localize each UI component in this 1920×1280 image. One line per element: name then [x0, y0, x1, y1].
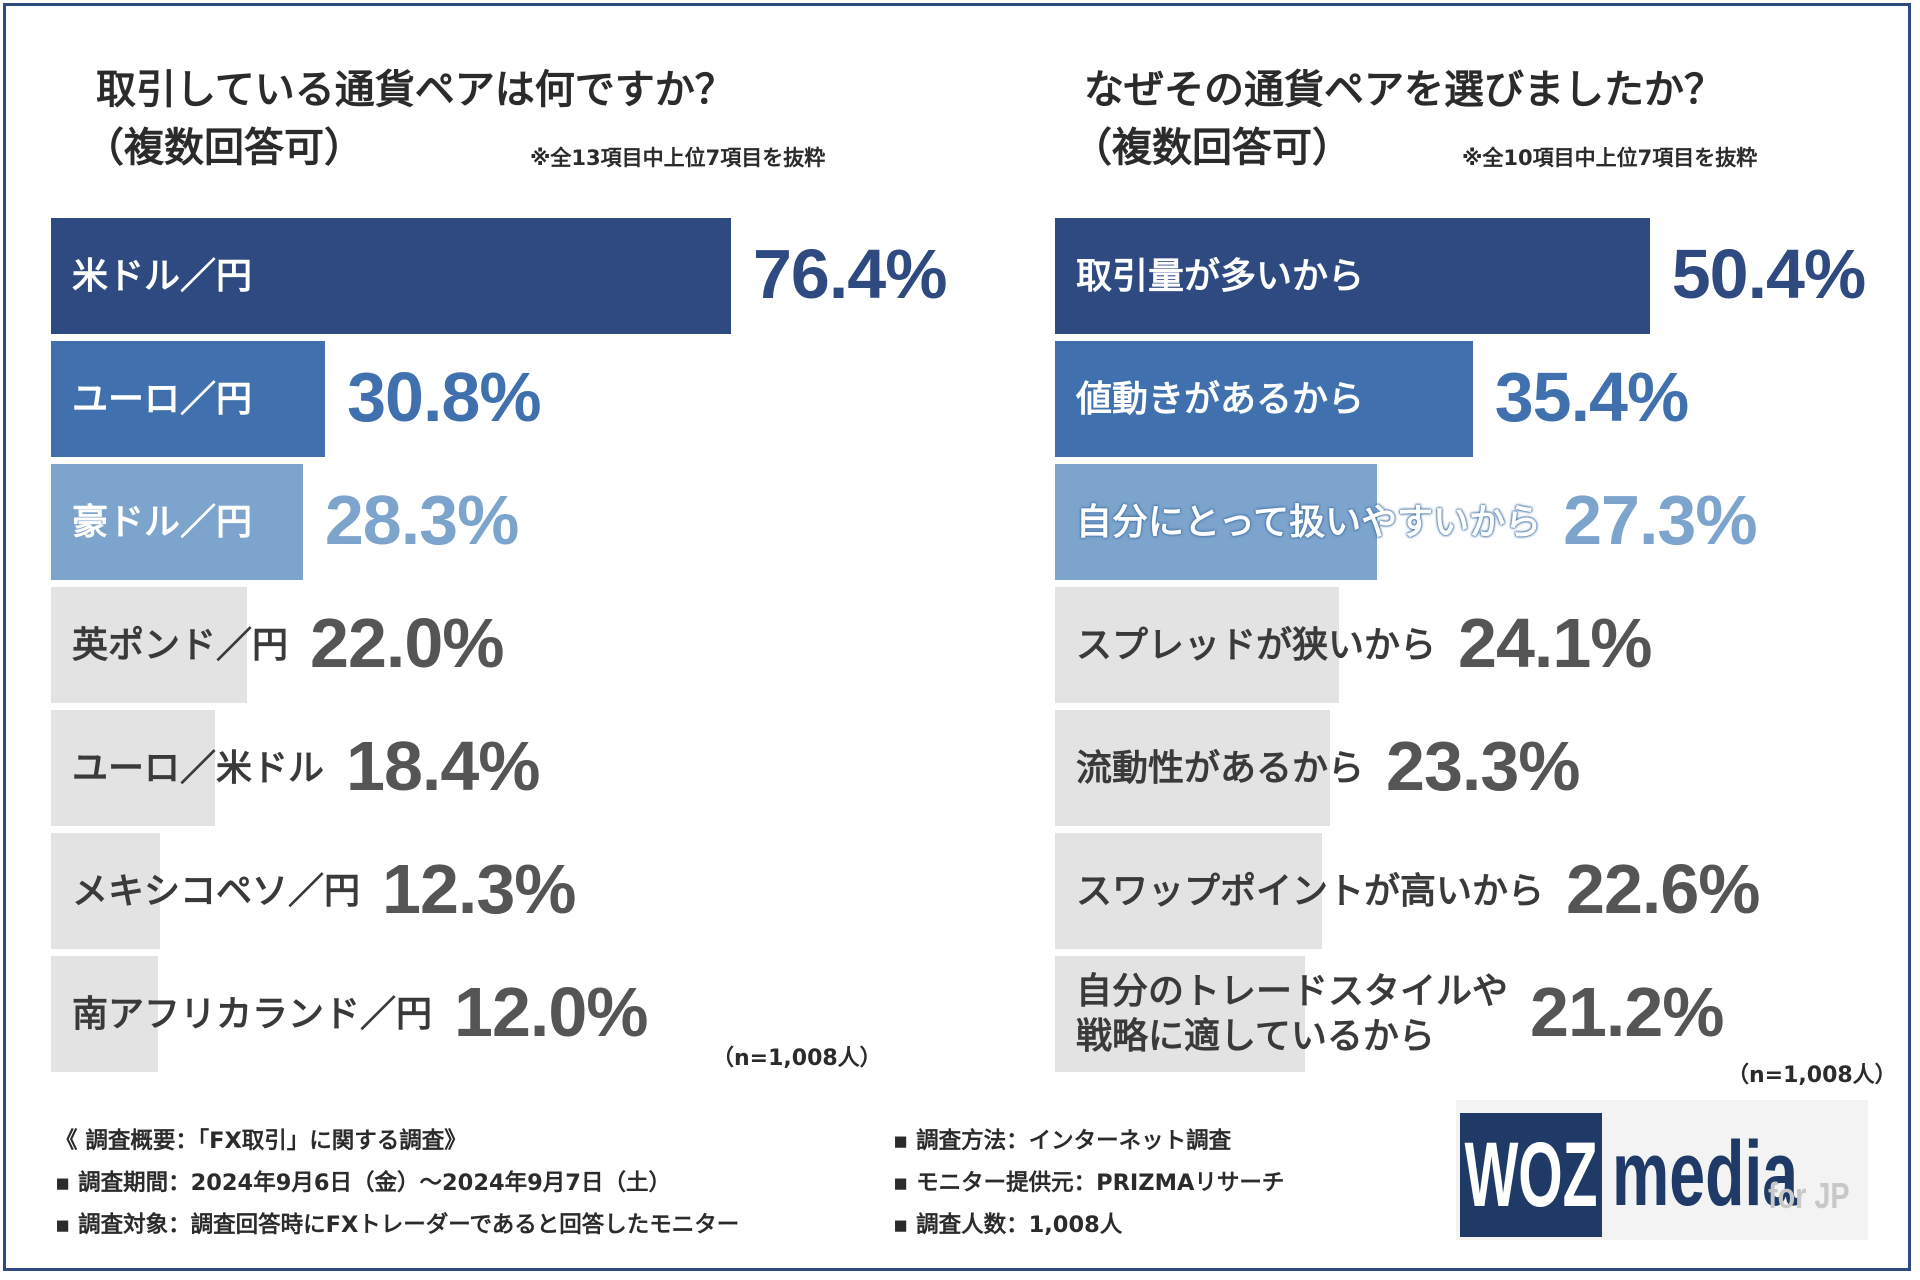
right-bar-label-2: 値動きがあるから	[1076, 377, 1364, 422]
right-chart-subtitle: （複数回答可）	[1072, 125, 1352, 171]
right-chart-title: なぜその通貨ペアを選びましたか？	[1084, 67, 1724, 113]
right-sample-size: （n=1,008人）	[1727, 1063, 1897, 1088]
left-bar-value-6: 12.3%	[382, 850, 576, 928]
right-bar-value-5: 23.3%	[1386, 727, 1580, 805]
right-bar-label-7: 自分のトレードスタイルや 戦略に適しているから	[1076, 969, 1508, 1059]
right-bar-label-4: スプレッドが狭いから	[1076, 623, 1436, 668]
right-bar-label-line: 取引量が多いから	[1076, 255, 1365, 297]
left-bar-label-line: メキシコペソ／円	[72, 870, 361, 912]
right-bar-label-line: スプレッドが狭いから	[1076, 624, 1437, 666]
left-bar-label-7: 南アフリカランド／円	[72, 992, 432, 1037]
left-bar-label-3: 豪ドル／円	[72, 500, 252, 545]
left-bar-label-5: ユーロ／米ドル	[72, 746, 324, 791]
right-bar-label-6: スワップポイントが高いから	[1076, 869, 1544, 914]
right-bar-value-1: 50.4%	[1671, 235, 1866, 313]
survey-provider: ▪ モニター提供元：PRIZMAリサーチ	[893, 1170, 1285, 1196]
left-bar-label-line: ユーロ／米ドル	[72, 747, 325, 789]
left-bar-7	[51, 956, 158, 1072]
right-bar-value-2: 35.4%	[1494, 358, 1689, 436]
left-bar-6	[51, 833, 161, 949]
right-bar-label-3: 自分にとって扱いやすいから	[1076, 500, 1541, 545]
logo-suffix-text: for JP	[1768, 1175, 1850, 1216]
left-bar-value-4: 22.0%	[310, 604, 504, 682]
left-bar-value-3: 28.3%	[324, 481, 519, 559]
right-bar-label-line: 自分のトレードスタイルや	[1076, 971, 1509, 1012]
right-bar-5	[1055, 710, 1330, 826]
right-bar-2	[1055, 341, 1473, 457]
survey-heading: 《 調査概要：「FX取引」に関する調査》	[55, 1128, 467, 1154]
survey-respondents: ▪ 調査人数：1,008人	[893, 1212, 1123, 1238]
right-chart-note: ※全10項目中上位7項目を抜粋	[1462, 146, 1758, 170]
left-bar-value-5: 18.4%	[346, 727, 540, 805]
left-bar-3	[51, 464, 303, 580]
left-bar-label-line: 米ドル／円	[72, 255, 253, 297]
right-bar-value-4: 24.1%	[1458, 604, 1652, 682]
left-bar-4	[51, 587, 247, 703]
left-bar-label-4: 英ポンド／円	[72, 623, 288, 668]
left-chart-title: 取引している通貨ペアは何ですか？	[96, 67, 735, 113]
right-bar-value-7: 21.2%	[1530, 973, 1724, 1051]
left-bar-label-6: メキシコペソ／円	[72, 869, 360, 914]
right-bar-label-line: 戦略に適しているから	[1076, 1016, 1435, 1057]
left-bar-label-1: 米ドル／円	[72, 254, 252, 299]
right-bar-value-6: 22.6%	[1566, 850, 1760, 928]
left-bar-label-line: 豪ドル／円	[72, 501, 253, 543]
left-bar-label-2: ユーロ／円	[72, 377, 252, 422]
left-bar-5	[51, 710, 215, 826]
woz-logo-mark: WOZ	[1460, 1113, 1602, 1237]
right-bar-4	[1055, 587, 1340, 703]
right-bar-value-3: 27.3%	[1563, 481, 1757, 559]
right-bar-1	[1055, 218, 1650, 334]
survey-period: ▪ 調査期間：2024年9月6日（金）〜2024年9月7日（土）	[55, 1170, 671, 1196]
left-bar-1	[51, 218, 731, 334]
outer-frame	[3, 3, 1911, 1271]
left-bar-value-7: 12.0%	[454, 973, 648, 1051]
survey-method: ▪ 調査方法：インターネット調査	[893, 1128, 1232, 1154]
logo-media-text: media	[1612, 1123, 1799, 1225]
left-bar-value-1: 76.4%	[752, 235, 947, 313]
right-bar-7	[1055, 956, 1306, 1072]
left-bar-label-line: 英ポンド／円	[72, 624, 289, 666]
left-bar-2	[51, 341, 326, 457]
left-bar-label-line: 南アフリカランド／円	[72, 993, 433, 1035]
survey-target: ▪ 調査対象：調査回答時にFXトレーダーであると回答したモニター	[55, 1212, 740, 1238]
left-chart-subtitle: （複数回答可）	[84, 125, 364, 171]
right-bar-label-line: スワップポイントが高いから	[1076, 870, 1545, 912]
right-bar-label-line: 流動性があるから	[1076, 747, 1365, 789]
left-bar-label-line: ユーロ／円	[72, 378, 253, 420]
left-sample-size: （n=1,008人）	[712, 1046, 882, 1071]
right-bar-label-1: 取引量が多いから	[1076, 254, 1364, 299]
right-bar-label-5: 流動性があるから	[1076, 746, 1364, 791]
right-bar-label-line: 値動きがあるから	[1076, 378, 1365, 420]
left-chart-note: ※全13項目中上位7項目を抜粋	[530, 146, 826, 170]
right-bar-3	[1055, 464, 1378, 580]
left-bar-value-2: 30.8%	[347, 358, 541, 436]
right-bar-6	[1055, 833, 1322, 949]
right-bar-label-line: 自分にとって扱いやすいから	[1076, 501, 1542, 543]
